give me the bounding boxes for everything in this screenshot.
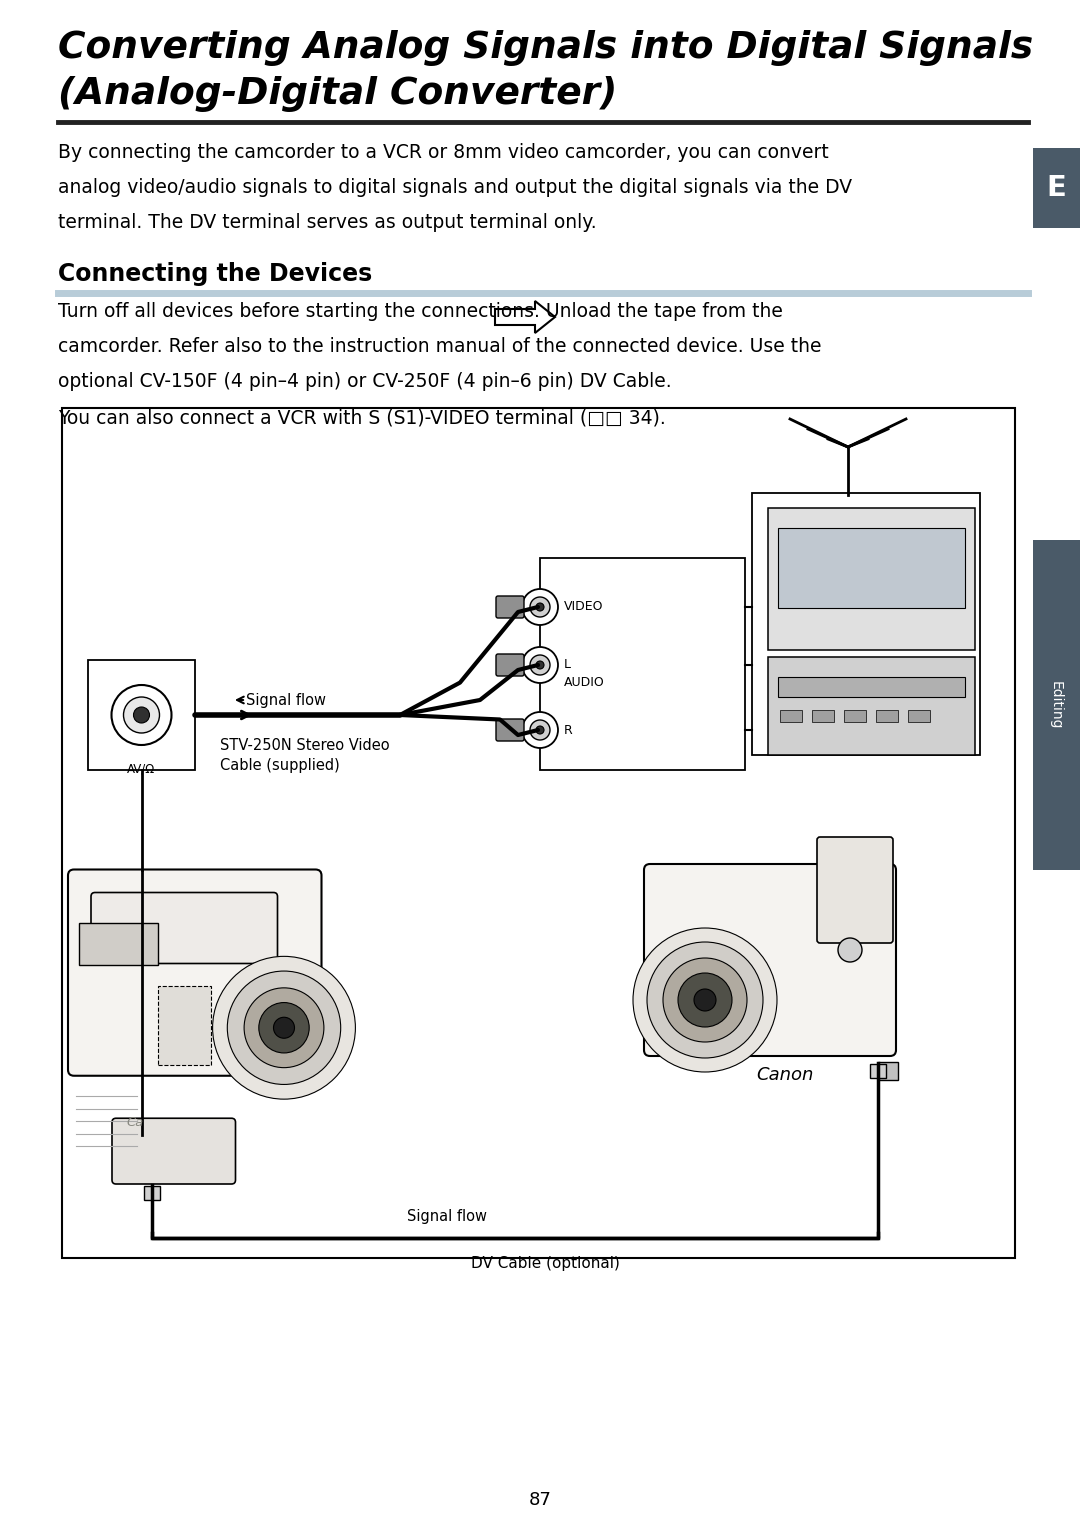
Text: STV-250N Stereo Video: STV-250N Stereo Video <box>220 737 390 753</box>
Text: R: R <box>564 724 572 736</box>
Circle shape <box>259 1003 309 1053</box>
Text: optional CV-150F (4 pin–4 pin) or CV-250F (4 pin–6 pin) DV Cable.: optional CV-150F (4 pin–4 pin) or CV-250… <box>58 373 672 391</box>
Bar <box>878 1062 897 1081</box>
Circle shape <box>522 711 558 748</box>
Text: Turn off all devices before starting the connections. Unload the tape from the: Turn off all devices before starting the… <box>58 302 783 320</box>
Circle shape <box>111 685 172 745</box>
Circle shape <box>273 1018 295 1038</box>
Circle shape <box>536 661 544 668</box>
Circle shape <box>633 927 777 1072</box>
Circle shape <box>663 958 747 1042</box>
Text: (Analog-Digital Converter): (Analog-Digital Converter) <box>58 77 618 112</box>
Bar <box>908 710 930 722</box>
FancyBboxPatch shape <box>496 719 524 740</box>
Text: You can also connect a VCR with S (S1)-VIDEO terminal (□□ 34).: You can also connect a VCR with S (S1)-V… <box>58 408 665 428</box>
Bar <box>1032 540 1080 871</box>
Bar <box>1032 149 1080 228</box>
Text: Signal flow: Signal flow <box>246 693 326 708</box>
Circle shape <box>213 957 355 1099</box>
Text: Signal flow: Signal flow <box>407 1208 487 1223</box>
Circle shape <box>530 655 550 675</box>
Text: AV/Ω: AV/Ω <box>127 762 156 776</box>
Bar <box>768 658 975 754</box>
Bar <box>87 661 195 770</box>
Bar <box>79 923 158 964</box>
Text: Connecting the Devices: Connecting the Devices <box>58 262 373 287</box>
Text: Ca: Ca <box>126 1116 144 1128</box>
FancyBboxPatch shape <box>112 1118 235 1183</box>
Text: L: L <box>564 659 571 671</box>
Circle shape <box>123 698 160 733</box>
Text: AUDIO: AUDIO <box>564 676 605 690</box>
Text: Converting Analog Signals into Digital Signals: Converting Analog Signals into Digital S… <box>58 31 1034 66</box>
Circle shape <box>536 727 544 734</box>
Bar <box>778 678 966 698</box>
Circle shape <box>694 989 716 1010</box>
Text: VIDEO: VIDEO <box>564 601 604 613</box>
Text: 87: 87 <box>528 1492 552 1508</box>
Circle shape <box>522 647 558 684</box>
Bar <box>144 1187 160 1200</box>
FancyBboxPatch shape <box>496 596 524 618</box>
Text: Canon: Canon <box>756 1065 813 1084</box>
Circle shape <box>530 721 550 740</box>
Bar <box>62 408 1015 1259</box>
Text: camcorder. Refer also to the instruction manual of the connected device. Use the: camcorder. Refer also to the instruction… <box>58 337 822 356</box>
Text: Cable (supplied): Cable (supplied) <box>220 757 340 773</box>
Circle shape <box>530 596 550 616</box>
Text: analog video/audio signals to digital signals and output the digital signals via: analog video/audio signals to digital si… <box>58 178 852 198</box>
Circle shape <box>838 938 862 963</box>
Bar <box>768 507 975 650</box>
Bar <box>843 710 866 722</box>
Bar <box>876 710 897 722</box>
Text: E: E <box>1047 175 1066 202</box>
Bar <box>812 710 834 722</box>
Bar <box>752 494 980 754</box>
Circle shape <box>227 970 340 1084</box>
Bar <box>870 1064 886 1078</box>
Bar <box>540 558 745 770</box>
Circle shape <box>647 941 762 1058</box>
Circle shape <box>244 987 324 1067</box>
FancyBboxPatch shape <box>816 837 893 943</box>
Polygon shape <box>495 300 555 333</box>
Circle shape <box>678 973 732 1027</box>
Circle shape <box>536 602 544 612</box>
Bar <box>778 527 966 609</box>
Text: terminal. The DV terminal serves as output terminal only.: terminal. The DV terminal serves as outp… <box>58 213 596 231</box>
Bar <box>158 986 211 1064</box>
Circle shape <box>522 589 558 625</box>
Text: By connecting the camcorder to a VCR or 8mm video camcorder, you can convert: By connecting the camcorder to a VCR or … <box>58 143 828 162</box>
Circle shape <box>134 707 149 724</box>
FancyBboxPatch shape <box>496 655 524 676</box>
FancyBboxPatch shape <box>644 865 896 1056</box>
Text: Editing: Editing <box>1049 681 1063 730</box>
FancyBboxPatch shape <box>91 892 278 964</box>
FancyBboxPatch shape <box>68 869 322 1076</box>
Text: DV Cable (optional): DV Cable (optional) <box>471 1256 620 1271</box>
Bar <box>780 710 802 722</box>
